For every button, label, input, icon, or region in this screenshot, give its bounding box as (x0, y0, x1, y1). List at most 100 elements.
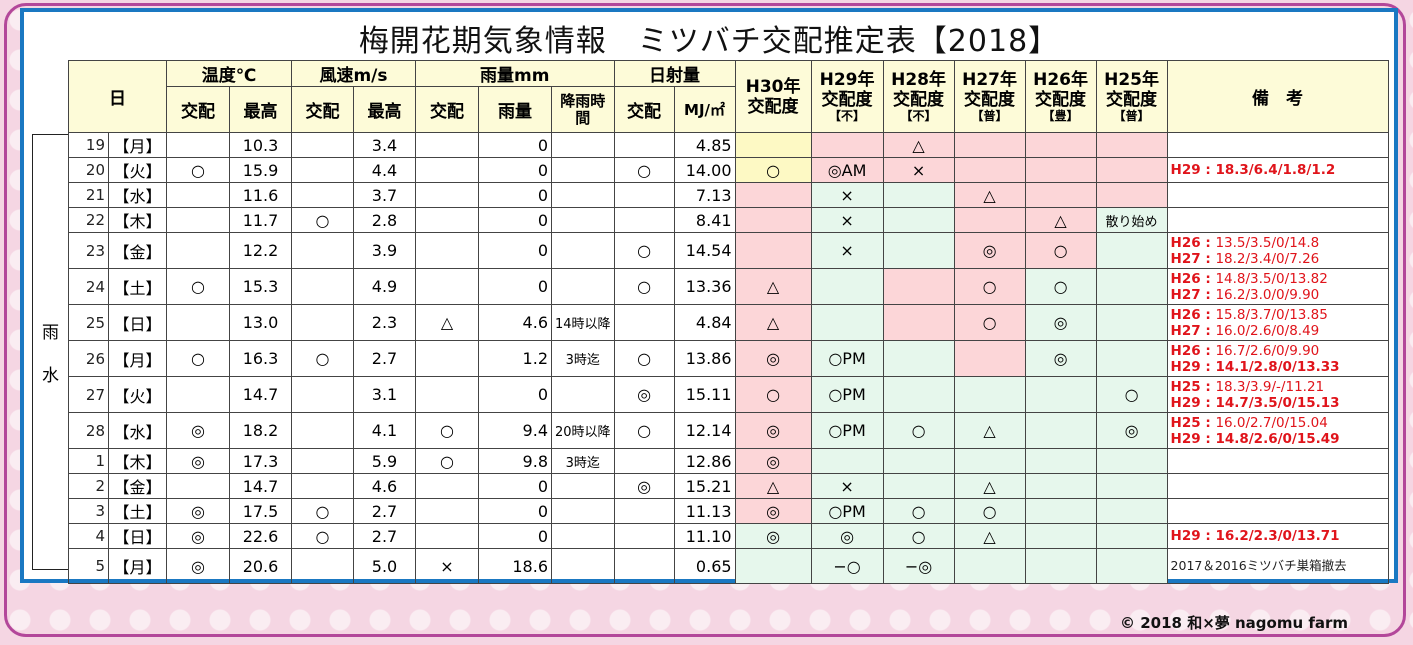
remark-line: H25 : 16.0/2.7/0/15.04 (1171, 415, 1385, 431)
temp-mating (166, 376, 230, 413)
year-rating: ○ (1095, 376, 1168, 413)
remark-value: 2017＆2016ミツバチ巣箱撤去 (1170, 558, 1347, 573)
weekday: 【水】 (108, 182, 167, 208)
page-title: 梅開花期気象情報 ミツバチ交配推定表【2018】 (358, 24, 1060, 59)
sun-mating (613, 498, 675, 524)
year-rating: ◎ (810, 523, 884, 549)
temp-max: 11.6 (229, 182, 292, 208)
sun-mating: ○ (613, 268, 675, 305)
header-day: 日 (68, 60, 167, 133)
wind-mating (291, 157, 354, 183)
remark-cell (1166, 448, 1389, 474)
table-row: 22 【木】 11.7 ○ 2.8 0 8.41 × △ 散り始め (68, 207, 1389, 233)
solar-mj: 14.00 (673, 157, 736, 183)
remark-cell: H29 : 16.2/2.3/0/13.71 (1166, 523, 1389, 549)
temp-max: 20.6 (229, 548, 292, 584)
remark-line: 2017＆2016ミツバチ巣箱撤去 (1171, 558, 1385, 574)
table-row: 3 【土】 ◎ 17.5 ○ 2.7 0 11.13 ◎ ○PM ○ ○ (68, 498, 1389, 524)
year-rating (1095, 473, 1168, 499)
year-rating (1095, 548, 1168, 584)
solar-mj: 4.85 (673, 132, 736, 158)
solar-mj: 11.10 (673, 523, 736, 549)
day-number: 23 (68, 232, 109, 269)
rain-amount: 18.6 (478, 548, 552, 584)
sun-mating (613, 182, 675, 208)
year-rating (953, 340, 1026, 377)
temp-max: 18.2 (229, 412, 292, 449)
rain-mating (415, 268, 479, 305)
rain-amount: 9.8 (478, 448, 552, 474)
rain-time: 3時迄 (551, 448, 615, 474)
year-rating (953, 448, 1026, 474)
remark-cell (1166, 182, 1389, 208)
table-row: 21 【水】 11.6 3.7 0 7.13 × △ (68, 182, 1389, 208)
sun-mating: ◎ (613, 376, 675, 413)
wind-max: 3.4 (353, 132, 416, 158)
remark-value: 15.8/3.7/0/13.85 (1215, 306, 1328, 323)
rain-mating: ○ (415, 448, 479, 474)
sun-mating (613, 304, 675, 341)
remark-line: H27 : 16.2/3.0/0/9.90 (1171, 287, 1385, 303)
wind-mating: ○ (291, 523, 354, 549)
rain-mating (415, 232, 479, 269)
year-rating: −◎ (882, 548, 955, 584)
rain-mating (415, 498, 479, 524)
year-rating: ○ (1024, 268, 1097, 305)
table-row: 2 【金】 14.7 4.6 0 ◎ 15.21 △ × △ (68, 473, 1389, 499)
year-rating: ○PM (810, 498, 884, 524)
year-label: H25年 (1104, 70, 1159, 90)
remark-prefix: H27 : (1170, 322, 1216, 339)
header-mj: MJ/㎡ (673, 86, 736, 133)
year-rating (1095, 268, 1168, 305)
sun-mating (613, 448, 675, 474)
table-row: 28 【水】 ◎ 18.2 4.1 ○ 9.4 20時以降 ○ 12.14 ◎ ○PM ○ △ ◎ H25 :… (68, 412, 1389, 449)
wind-mating (291, 376, 354, 413)
year-rating: ◎ (953, 232, 1026, 269)
header-year-h29: H29年 交配度 【不】 (810, 60, 884, 133)
remark-value: 18.3/6.4/1.8/1.2 (1215, 162, 1336, 178)
year-rating (810, 304, 884, 341)
year-rating (1024, 132, 1097, 158)
rain-mating: △ (415, 304, 479, 341)
temp-mating: ◎ (166, 412, 230, 449)
header-temp-max: 最高 (229, 86, 292, 133)
sun-mating: ○ (613, 157, 675, 183)
year-rating (882, 182, 955, 208)
year-rating (810, 268, 884, 305)
remark-cell: 2017＆2016ミツバチ巣箱撤去 (1166, 548, 1389, 584)
temp-mating: ○ (166, 157, 230, 183)
table-row: 19 【月】 10.3 3.4 0 4.85 △ (68, 132, 1389, 158)
year-rating (1095, 182, 1168, 208)
rain-mating: ○ (415, 412, 479, 449)
remark-prefix: H26 : (1170, 234, 1216, 251)
header-wind-max: 最高 (353, 86, 416, 133)
remark-cell: H26 : 14.8/3.5/0/13.82 H27 : 16.2/3.0/0/9… (1166, 268, 1389, 305)
year-rating (734, 207, 812, 233)
table-row: 25 【日】 13.0 2.3 △ 4.6 14時以降 4.84 △ ○ ◎ H26 : 15.8/3… (68, 304, 1389, 341)
day-number: 27 (68, 376, 109, 413)
year-rating (1095, 232, 1168, 269)
rain-amount: 0 (478, 523, 552, 549)
year-rating (882, 473, 955, 499)
table-row: 26 【月】 ○ 16.3 ○ 2.7 1.2 3時迄 ○ 13.86 ◎ ○PM ◎ H26 : 16.… (68, 340, 1389, 377)
day-number: 4 (68, 523, 109, 549)
rain-amount: 0 (478, 207, 552, 233)
year-rating: ○ (953, 498, 1026, 524)
year-rating: ○PM (810, 340, 884, 377)
remark-prefix: H29 : (1170, 528, 1216, 544)
rain-mating (415, 376, 479, 413)
mating-table: 日 温度℃ 風速m/s 雨量mm 日射量 H30年 交配度 H29年 交配度 【不】 … (68, 60, 1389, 584)
remark-line: H29 : 14.7/3.5/0/15.13 (1171, 395, 1385, 411)
weekday: 【金】 (108, 473, 167, 499)
temp-max: 14.7 (229, 473, 292, 499)
remark-prefix: H26 : (1170, 342, 1216, 359)
remark-value: 14.7/3.5/0/15.13 (1215, 394, 1340, 411)
remark-value: 16.0/2.7/0/15.04 (1215, 414, 1328, 431)
year-rating: ○ (882, 412, 955, 449)
year-rating: ○PM (810, 412, 884, 449)
temp-max: 13.0 (229, 304, 292, 341)
sun-mating: ○ (613, 232, 675, 269)
remark-line: H26 : 13.5/3.5/0/14.8 (1171, 235, 1385, 251)
year-rating: ○PM (810, 376, 884, 413)
year-sub: 交配度 (1035, 90, 1087, 110)
